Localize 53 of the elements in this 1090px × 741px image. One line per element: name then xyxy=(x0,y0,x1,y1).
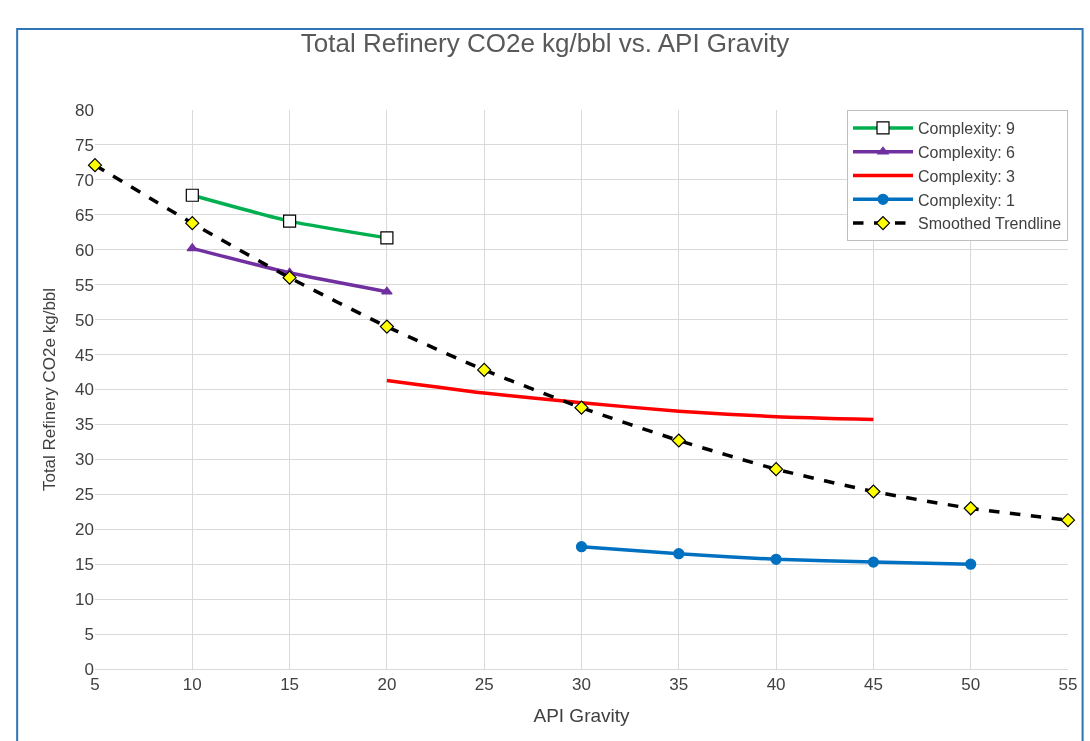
y-tick-label: 20 xyxy=(75,520,94,540)
x-tick-label: 40 xyxy=(766,675,786,695)
x-tick-label: 10 xyxy=(182,675,202,695)
legend-label: Smoothed Trendline xyxy=(918,215,1062,233)
point xyxy=(769,462,784,477)
chart-title: Total Refinery CO2e kg/bbl vs. API Gravity xyxy=(300,27,790,58)
x-tick-label: 45 xyxy=(863,675,883,695)
point xyxy=(379,319,394,334)
point xyxy=(477,362,492,378)
line-series xyxy=(385,378,876,422)
point xyxy=(866,484,881,499)
point xyxy=(965,558,977,570)
y-tick-label: 30 xyxy=(75,450,94,470)
legend-label: Complexity: 9 xyxy=(918,120,1016,138)
point xyxy=(185,216,200,231)
y-tick-label: 5 xyxy=(84,625,94,645)
y-tick-label: 65 xyxy=(75,205,94,225)
y-tick-label: 10 xyxy=(75,590,94,610)
x-axis-title: API Gravity xyxy=(533,705,631,727)
legend-label: Complexity: 6 xyxy=(918,143,1016,161)
point xyxy=(867,556,879,568)
x-tick-label: 55 xyxy=(1058,675,1078,695)
legend-label: Complexity: 1 xyxy=(918,191,1016,209)
x-tick-label: 20 xyxy=(377,675,397,695)
y-tick-label: 25 xyxy=(75,485,94,505)
point xyxy=(381,286,393,295)
point xyxy=(87,158,103,173)
point xyxy=(575,541,588,553)
y-axis-title: Total Refinery CO2e kg/bbl xyxy=(39,287,59,492)
x-tick-label: 50 xyxy=(961,675,981,695)
point xyxy=(963,501,978,516)
y-tick-label: 80 xyxy=(75,100,94,120)
legend-label: Complexity: 3 xyxy=(918,167,1016,185)
point xyxy=(1060,513,1076,528)
point xyxy=(770,553,782,565)
y-tick-label: 70 xyxy=(75,170,94,190)
y-tick-label: 50 xyxy=(75,310,94,330)
y-tick-label: 55 xyxy=(75,275,94,295)
y-tick-label: 40 xyxy=(75,380,94,400)
x-tick-label: 35 xyxy=(669,675,689,695)
x-tick-label: 30 xyxy=(572,675,591,695)
y-tick-label: 0 xyxy=(84,659,94,679)
point xyxy=(574,400,589,415)
point xyxy=(282,270,297,285)
y-tick-label: 35 xyxy=(75,415,94,435)
y-tick-label: 15 xyxy=(75,555,94,575)
x-tick-label: 25 xyxy=(474,675,494,695)
y-tick-label: 45 xyxy=(75,345,94,365)
y-tick-label: 60 xyxy=(75,240,94,260)
y-tick-label: 75 xyxy=(75,135,94,155)
point xyxy=(673,548,685,560)
x-tick-label: 15 xyxy=(280,675,300,695)
point xyxy=(671,433,686,448)
